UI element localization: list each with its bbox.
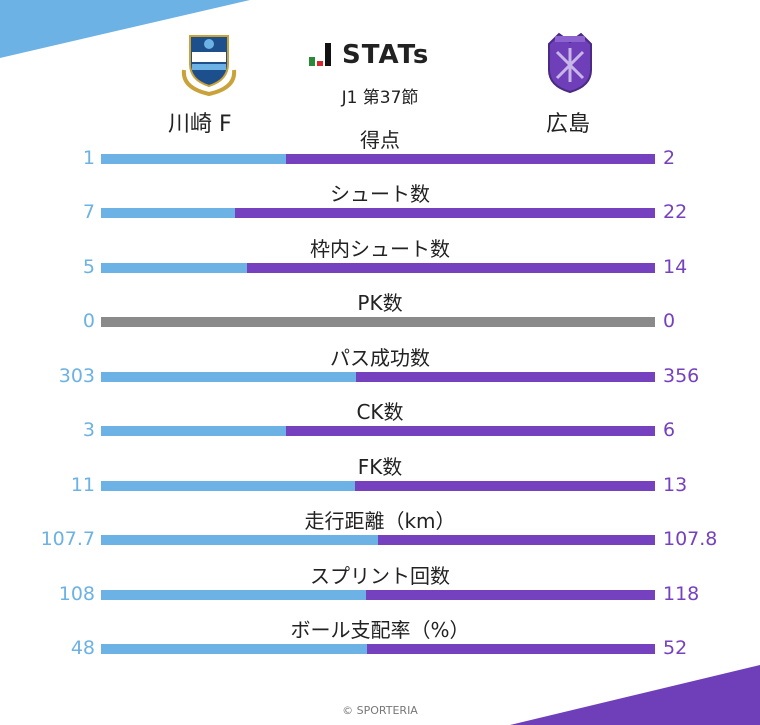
stat-label: 枠内シュート数 — [310, 237, 450, 261]
competition-round: J1 第37節 — [341, 88, 419, 108]
stat-bar — [101, 481, 655, 491]
away-bar — [234, 208, 655, 218]
home-value: 48 — [70, 637, 95, 659]
home-bar — [101, 208, 235, 218]
home-bar — [101, 481, 355, 491]
home-value: 108 — [58, 583, 95, 605]
stat-row: ボール支配率（%） 48 52 — [0, 618, 760, 674]
away-team-name: 広島 — [546, 112, 591, 137]
home-bar — [101, 154, 286, 164]
away-bar — [246, 263, 655, 273]
home-value: 303 — [58, 365, 95, 387]
away-value: 52 — [663, 637, 688, 659]
away-value: 14 — [663, 256, 688, 278]
kawasaki-frontale-crest-icon — [181, 35, 237, 96]
stat-label: PK数 — [357, 291, 403, 315]
stats-title: STATs — [342, 40, 430, 70]
away-value: 356 — [663, 365, 700, 387]
home-team-name: 川崎 F — [168, 112, 232, 137]
stat-row: 得点 1 2 — [0, 128, 760, 184]
stat-bar — [101, 590, 655, 600]
away-bar — [377, 535, 655, 545]
away-bar — [285, 426, 655, 436]
home-bar — [101, 317, 378, 327]
stat-bar — [101, 426, 655, 436]
stat-row: CK数 3 6 — [0, 400, 760, 456]
brand-header: STATs — [306, 40, 429, 70]
stat-label: ボール支配率（%） — [290, 618, 470, 642]
copyright: © SPORTERIA — [342, 704, 418, 717]
home-value: 11 — [70, 474, 95, 496]
stat-bar — [101, 154, 655, 164]
away-value: 0 — [663, 310, 676, 332]
stat-label: スプリント回数 — [310, 564, 450, 588]
stat-label: FK数 — [357, 455, 403, 479]
stat-row: パス成功数 303 356 — [0, 346, 760, 402]
home-bar — [101, 263, 247, 273]
corner-decoration-bottom-right — [510, 665, 760, 725]
stat-bar — [101, 372, 655, 382]
away-bar — [285, 154, 655, 164]
sanfrecce-hiroshima-crest-icon — [548, 32, 592, 94]
home-bar — [101, 372, 356, 382]
stat-label: シュート数 — [330, 182, 430, 206]
home-bar — [101, 644, 367, 654]
home-value: 107.7 — [40, 528, 95, 550]
away-value: 2 — [663, 147, 676, 169]
home-value: 3 — [82, 419, 95, 441]
home-bar — [101, 535, 378, 545]
away-bar — [366, 644, 655, 654]
home-bar — [101, 426, 286, 436]
away-value: 22 — [663, 201, 688, 223]
stat-label: 走行距離（km） — [304, 509, 456, 533]
stat-row: FK数 11 13 — [0, 455, 760, 511]
away-bar — [355, 372, 655, 382]
away-bar — [378, 317, 655, 327]
home-value: 1 — [82, 147, 95, 169]
stat-row: スプリント回数 108 118 — [0, 564, 760, 620]
stat-label: 得点 — [360, 128, 400, 152]
j-league-stats-logo-icon — [309, 43, 331, 66]
away-bar — [354, 481, 655, 491]
stat-bar — [101, 263, 655, 273]
away-value: 118 — [663, 583, 700, 605]
stat-row: シュート数 7 22 — [0, 182, 760, 238]
stat-bar — [101, 644, 655, 654]
stat-label: パス成功数 — [330, 346, 430, 370]
away-value: 6 — [663, 419, 676, 441]
stat-row: 枠内シュート数 5 14 — [0, 237, 760, 293]
stat-label: CK数 — [356, 400, 404, 424]
home-value: 5 — [82, 256, 95, 278]
away-value: 13 — [663, 474, 688, 496]
home-value: 7 — [82, 201, 95, 223]
home-value: 0 — [82, 310, 95, 332]
stat-bar — [101, 535, 655, 545]
away-bar — [365, 590, 655, 600]
home-bar — [101, 590, 366, 600]
away-value: 107.8 — [663, 528, 718, 550]
stat-bar — [101, 317, 655, 327]
stat-row: PK数 0 0 — [0, 291, 760, 347]
stat-bar — [101, 208, 655, 218]
stat-row: 走行距離（km） 107.7 107.8 — [0, 509, 760, 565]
